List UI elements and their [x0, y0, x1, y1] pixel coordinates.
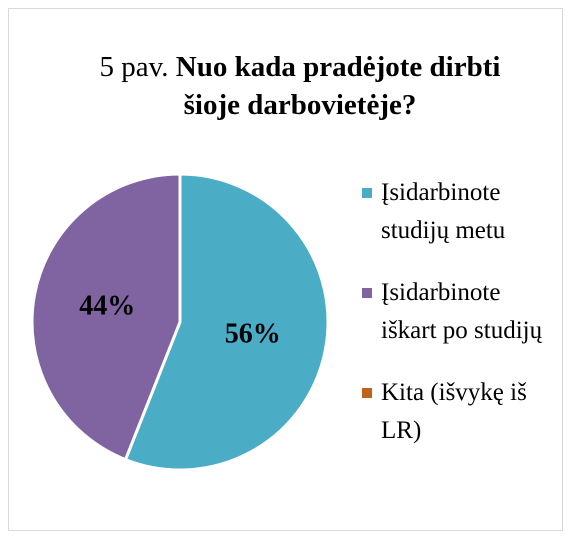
- legend-swatch: [362, 388, 372, 398]
- title-text: Nuo kada pradėjote dirbti šioje darbovie…: [175, 51, 501, 121]
- title-prefix: 5 pav.: [99, 51, 169, 83]
- legend-item: Įsidarbinote studijų metu: [360, 174, 560, 250]
- legend-label: Kita (išvykę iš LR): [381, 379, 527, 444]
- chart-title: 5 pav. Nuo kada pradėjote dirbti šioje d…: [90, 48, 510, 124]
- legend-item: Įsidarbinote iškart po studijų: [360, 274, 560, 350]
- pie-slice: [123, 172, 330, 472]
- legend-swatch: [362, 188, 372, 198]
- pie-slice: [30, 172, 182, 462]
- data-label: 56%: [225, 318, 281, 349]
- legend-swatch: [362, 288, 372, 298]
- legend-label: Įsidarbinote iškart po studijų: [381, 279, 543, 344]
- legend: Įsidarbinote studijų metu Įsidarbinote iš…: [360, 174, 560, 450]
- legend-label: Įsidarbinote studijų metu: [381, 179, 506, 244]
- data-label: 44%: [79, 291, 135, 322]
- legend-item: Kita (išvykę iš LR): [360, 374, 560, 450]
- chart-frame: [8, 8, 563, 531]
